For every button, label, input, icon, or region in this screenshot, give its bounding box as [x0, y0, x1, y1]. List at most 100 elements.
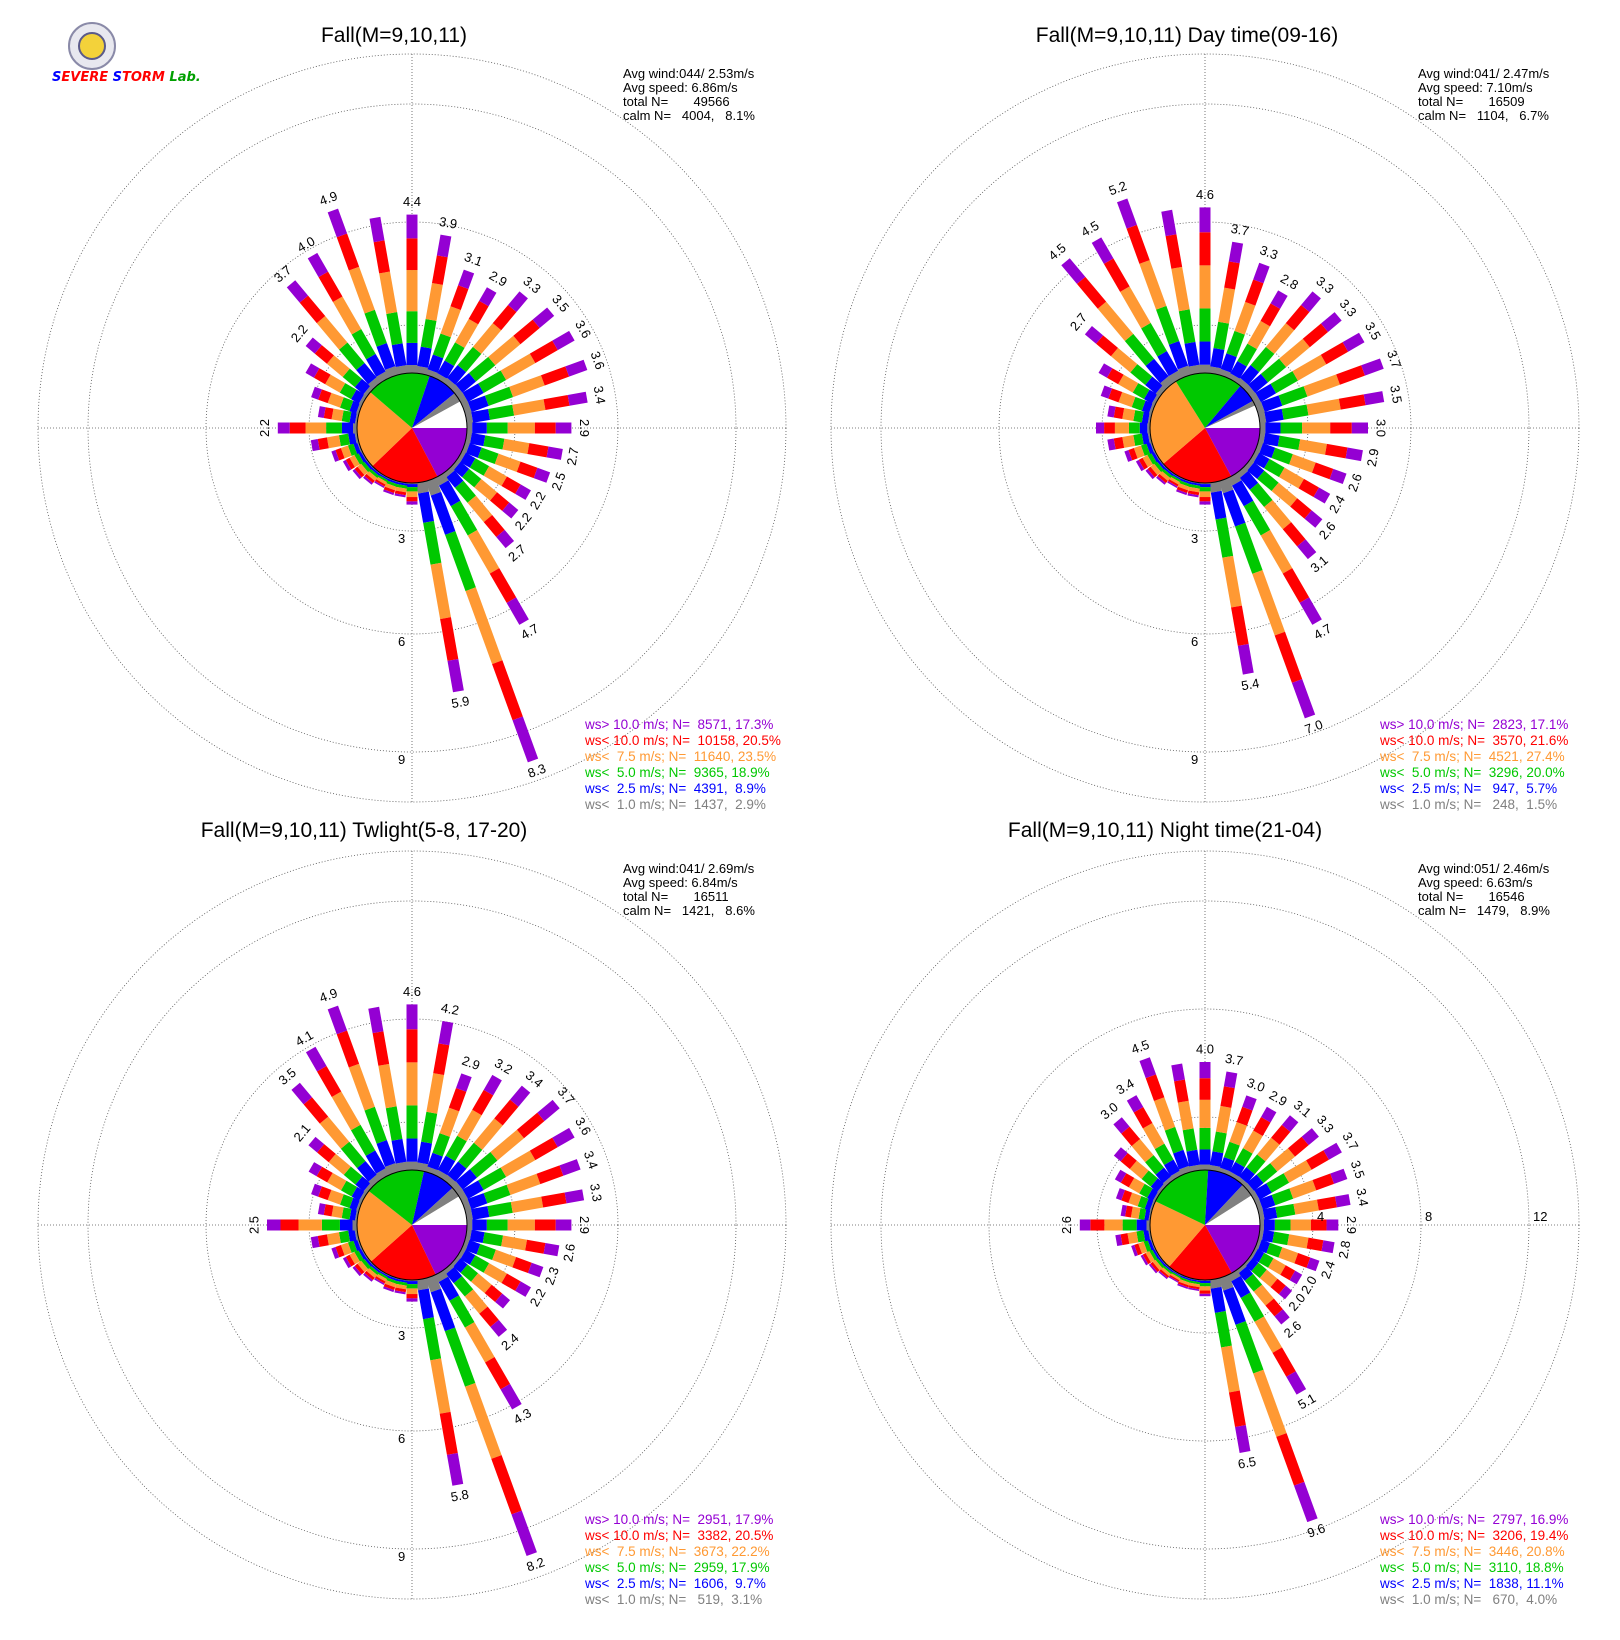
legend-entry: ws< 7.5 m/s; N= 3446, 20.8% — [1379, 1544, 1565, 1559]
rose-bar-340 — [327, 208, 399, 379]
legend-entry: ws< 10.0 m/s; N= 3570, 21.6% — [1379, 733, 1568, 748]
bar-segment — [1199, 1127, 1211, 1150]
bar-segment — [1224, 261, 1240, 290]
bar-segment — [490, 1319, 508, 1337]
rose-bar-110 — [461, 1238, 544, 1278]
bar-value-label: 4.7 — [518, 621, 541, 643]
rose-bar-140 — [1236, 466, 1317, 560]
bar-segment — [1139, 1183, 1153, 1198]
bar-segment — [1223, 1141, 1240, 1161]
bar-segment — [394, 1287, 407, 1293]
bar-segment — [471, 1273, 492, 1294]
bar-value-label: 2.2 — [288, 322, 311, 345]
bar-segment — [1142, 454, 1153, 468]
bar-segment — [416, 1278, 429, 1291]
rose-bar-10 — [416, 234, 452, 375]
bar-segment — [1235, 1321, 1264, 1374]
bar-segment — [1168, 370, 1183, 384]
bar-value-label: 3.4 — [523, 1068, 546, 1091]
bar-segment — [466, 443, 482, 458]
bar-segment — [516, 461, 538, 479]
pie-slice — [412, 393, 461, 428]
bar-segment — [307, 252, 329, 278]
bar-segment — [1138, 457, 1148, 470]
bar-segment — [1246, 1154, 1266, 1175]
rose-bar-180 — [406, 1280, 418, 1302]
bar-segment — [1263, 1219, 1275, 1231]
bar-segment — [1097, 301, 1134, 342]
legend-entry: ws< 7.5 m/s; N= 4521, 27.4% — [1379, 749, 1565, 764]
bar-segment — [1210, 490, 1227, 520]
bar-segment — [462, 383, 484, 403]
bar-segment — [357, 1160, 377, 1182]
bar-segment — [501, 476, 521, 494]
bar-segment — [1255, 383, 1277, 403]
bar-segment — [1291, 679, 1316, 719]
rose-bar-20 — [1218, 262, 1270, 379]
bar-segment — [1143, 389, 1158, 404]
bar-segment — [1361, 358, 1384, 376]
bar-segment — [386, 1277, 398, 1284]
rose-bar-250 — [1131, 1238, 1156, 1257]
bar-segment — [363, 459, 373, 470]
bar-segment — [486, 1219, 508, 1231]
rose-bar-50 — [450, 307, 555, 397]
bar-segment — [479, 287, 497, 307]
bar-segment — [1279, 467, 1305, 489]
bar-segment — [1139, 260, 1167, 310]
bar-segment — [1120, 1173, 1135, 1188]
bar-segment — [299, 295, 326, 324]
bar-segment — [1199, 207, 1211, 233]
bar-segment — [471, 1206, 490, 1220]
bar-segment — [1227, 1171, 1240, 1181]
bar-segment — [358, 1191, 368, 1203]
bar-segment — [406, 1004, 418, 1030]
bar-value-label: 2.8 — [1335, 1239, 1353, 1259]
bar-segment — [1138, 1208, 1147, 1220]
bar-segment — [1120, 1204, 1127, 1217]
bar-segment — [339, 383, 357, 400]
bar-segment — [525, 1239, 546, 1254]
bar-segment — [395, 1283, 407, 1290]
bar-segment — [1144, 1198, 1154, 1211]
bar-value-label: 4.0 — [294, 233, 317, 255]
bar-segment — [267, 1219, 281, 1231]
bar-segment — [1292, 354, 1327, 381]
bar-segment — [1107, 405, 1116, 418]
bar-segment — [1254, 441, 1263, 454]
bar-segment — [1199, 364, 1211, 373]
bar-segment — [1227, 1269, 1241, 1282]
bar-segment — [1252, 570, 1286, 636]
pie-outline — [1149, 372, 1261, 484]
bar-value-label: 3.0 — [1245, 1075, 1267, 1095]
bar-segment — [1188, 486, 1200, 493]
bar-segment — [492, 660, 523, 721]
bar-segment — [357, 1260, 369, 1273]
rose-bar-30 — [1227, 290, 1288, 384]
bar-value-label: 2.6 — [560, 1242, 578, 1262]
bar-segment — [368, 1265, 380, 1276]
bar-segment — [1113, 437, 1125, 450]
bar-segment — [349, 411, 357, 424]
bar-segment — [327, 1172, 347, 1191]
bar-segment — [437, 1155, 456, 1176]
bar-segment — [1187, 493, 1199, 498]
bar-segment — [1177, 1100, 1194, 1131]
bar-segment — [472, 323, 502, 354]
logo-text: SEVERE STORM Lab. — [52, 70, 201, 85]
bar-segment — [1321, 1240, 1335, 1254]
bar-segment — [460, 1249, 476, 1265]
bar-segment — [395, 486, 407, 493]
ring-label: 3 — [1191, 531, 1198, 546]
bar-segment — [1239, 470, 1259, 490]
bar-segment — [376, 1273, 388, 1282]
rose-bar-80 — [1258, 391, 1385, 424]
bar-value-label: 2.5 — [246, 1216, 261, 1234]
bar-segment — [426, 1073, 445, 1114]
bar-segment — [1270, 1278, 1286, 1295]
bar-segment — [356, 362, 377, 385]
bar-segment — [479, 1306, 499, 1327]
bar-segment — [492, 1249, 517, 1268]
bar-value-label: 3.9 — [438, 214, 458, 232]
bar-segment — [438, 480, 461, 507]
